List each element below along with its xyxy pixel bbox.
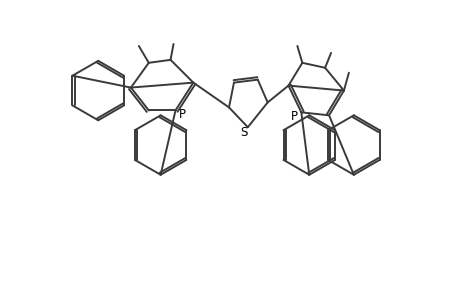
Text: P: P: [179, 108, 185, 121]
Text: P: P: [290, 110, 297, 123]
Text: S: S: [240, 126, 247, 139]
